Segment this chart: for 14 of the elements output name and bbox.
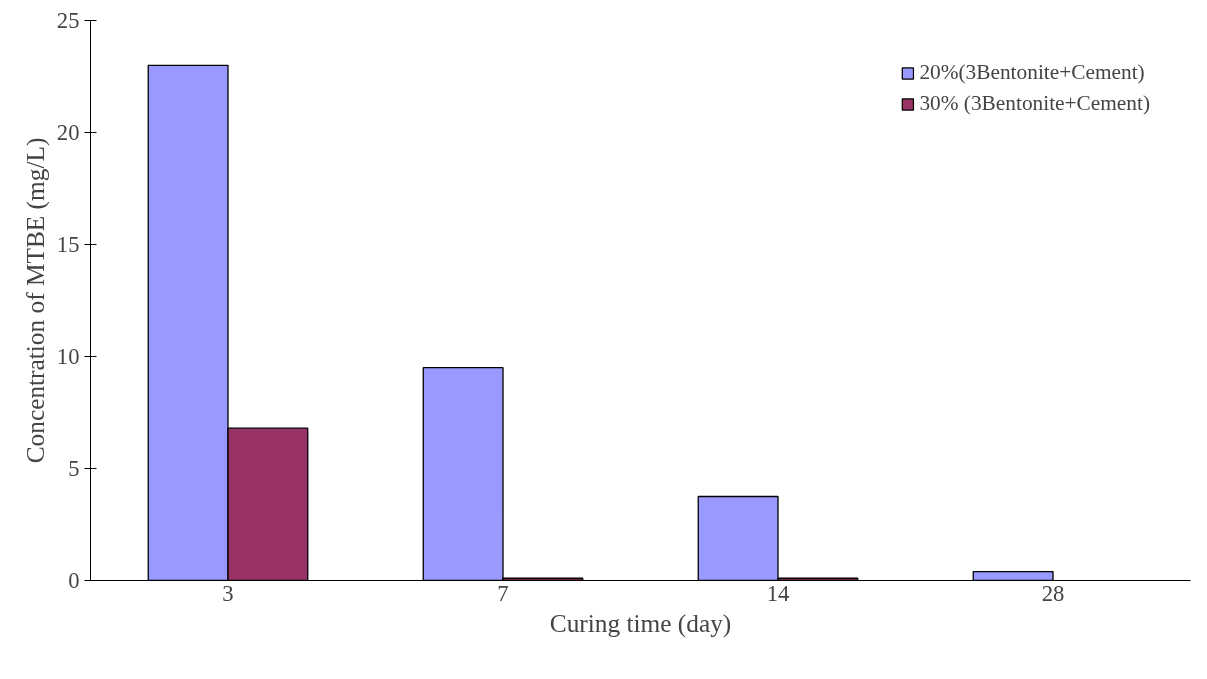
x-axis-title: Curing time (day) <box>549 608 732 638</box>
y-tick-label: 10 <box>56 344 80 369</box>
x-tick-label: 28 <box>1041 580 1065 606</box>
x-tick-label: 14 <box>766 580 790 606</box>
x-tick-label: 7 <box>497 580 509 606</box>
legend-label: 30% (3Bentonite+Cement) <box>919 91 1150 116</box>
x-tick-label: 3 <box>222 580 234 606</box>
legend-label: 20%(3Bentonite+Cement) <box>919 60 1145 85</box>
y-axis-title: Concentration of MTBE (mg/L) <box>20 137 50 464</box>
y-tick-label: 20 <box>56 120 80 145</box>
y-tick-label: 5 <box>68 456 80 481</box>
y-tick-label: 25 <box>56 8 80 33</box>
y-tick-label: 15 <box>56 232 80 257</box>
y-tick-label: 0 <box>68 568 80 593</box>
